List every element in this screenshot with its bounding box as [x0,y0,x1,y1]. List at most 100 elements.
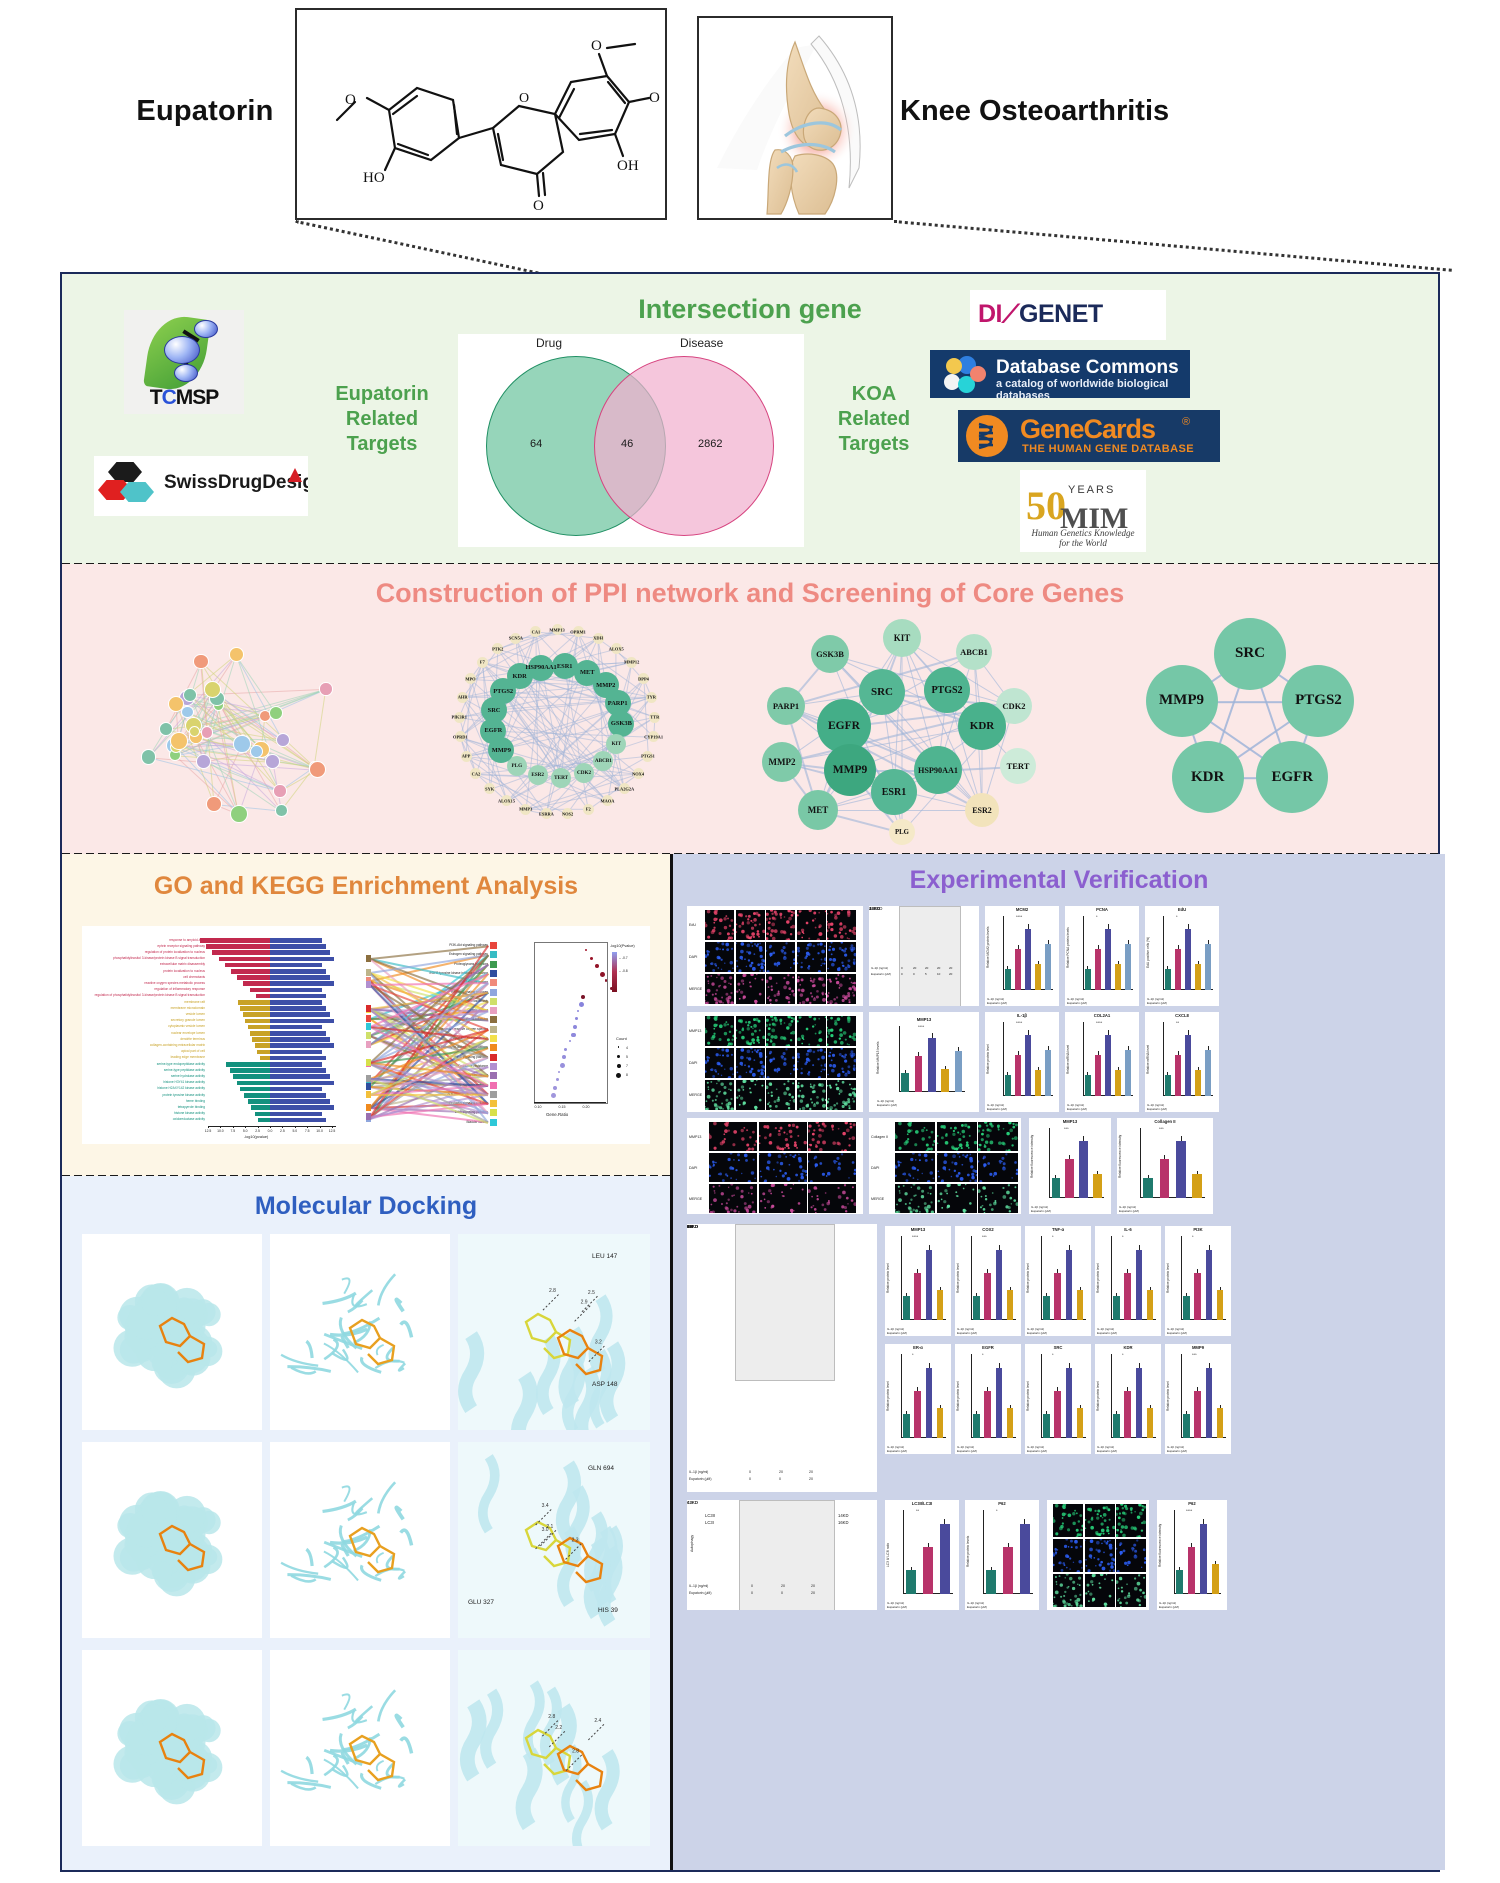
gene-node-kdr: KDR [958,702,1006,750]
eup-axis-label: Eupatorin (μM) [1067,1001,1087,1005]
eup-axis-label: Eupatorin (μM) [1097,1449,1117,1453]
venn-circle-disease [594,356,774,536]
y-axis [1002,916,1004,990]
go-axis [208,1126,336,1127]
go-bar-left [258,1117,270,1123]
il1b-value: 0 [901,966,903,970]
eup-axis-label: Eupatorin (μM) [1031,1209,1051,1213]
go-term-label: histone kinase activity [173,1111,205,1116]
eup-label: Eupatorin (μM) [871,972,891,976]
network-node [203,681,221,699]
fluorescence-image [1051,1503,1085,1539]
go-term-label: heme binding [185,1098,205,1103]
bar-plot-area [1162,916,1214,990]
docking-render: 2.9 3.2 2.8 2.5 LEU 147 ASP 148 [458,1234,650,1430]
fluorescence-image [796,942,828,974]
gene-label: APP [461,753,471,759]
bar [1115,964,1121,990]
gene-label: DPP4 [638,676,649,682]
bubble-point [577,1009,580,1012]
gene-node-tert: TERT [1000,748,1036,784]
bar-chart-card: MMP13 Relative fluorescence intensity *** I… [1029,1118,1111,1214]
go-bar-right [270,944,326,949]
significance-marker: **** [1186,1508,1193,1513]
go-bar-left [245,1018,270,1024]
bar-chart-ylabel: Relative protein level [1096,1381,1100,1411]
bar [1035,964,1041,990]
sankey-link [369,1093,489,1096]
gene-node: GSK3B [608,710,635,737]
go-bar-left [212,950,270,955]
gene-node-sankey [366,1113,371,1121]
kegg-pathway-label: Estrogen signaling pathway [449,952,488,957]
svg-text:3.2: 3.2 [595,1340,602,1346]
gene-label: TTR [650,714,660,720]
fluorescence-image [735,972,765,1005]
axis-tick-label: 7.5 [230,1128,236,1133]
svg-text:2.5: 2.5 [588,1290,595,1296]
significance-marker: *** [1159,1126,1164,1131]
bar-plot-area [1140,1128,1206,1198]
svg-text:HO: HO [363,170,385,186]
error-bar [1087,966,1089,969]
network-node [201,726,214,739]
fluorescence-image [795,1014,827,1048]
docking-cell-9: 2.8 2.8 2.4 2.2 [458,1650,650,1846]
error-bar [1017,945,1019,949]
eup-axis-label: Eupatorin (μM) [877,1103,897,1107]
venn-count-disease-only: 2862 [698,438,723,450]
gene-label: SYK [485,786,495,792]
bubble-point [595,964,599,969]
bar-chart-card: MMP9 Relative protein level *** IL-1β (ng/m… [1165,1344,1231,1454]
svg-text:3.0: 3.0 [542,1527,549,1533]
fluorescence-image [936,1182,977,1214]
bar-chart-card: P62 Relative protein levels * IL-1β (ng/ml)… [965,1500,1039,1610]
bar [914,1055,923,1092]
gene-node-met: MET [798,790,838,830]
bar [903,1296,910,1320]
go-bar-right [270,956,334,962]
error-bar [1083,1135,1084,1141]
bar [1143,1178,1153,1198]
go-bar-right [270,1068,326,1073]
il1b-axis-label: IL-1β (ng/ml) [1159,1601,1177,1605]
if-row-label: MERGE [871,1196,885,1201]
go-term-label: serine-type peptidase activity [163,1067,205,1072]
eup-axis-label: Eupatorin (μM) [887,1605,907,1609]
eup-value: 20 [949,972,953,976]
fluorescence-image [764,1080,797,1111]
genecards-wordmark: GeneCards [1020,414,1156,444]
kegg-node [490,1016,497,1024]
kegg-pathway-label: Proteoglycans in cancer [453,961,488,966]
go-bar-left [240,1006,270,1011]
il1b-value: 20 [937,966,941,970]
error-bar [990,1567,992,1570]
disgenet-wordmark: DI⟋GENET [978,300,1103,328]
blot-protein-label: 36KD [869,906,880,911]
bar [1065,1368,1073,1438]
docking-render: 2.13.0 3.4 2.3 GLN 694 GLU 327 HIS 39 [458,1442,650,1638]
blot-band-row [899,906,961,1006]
eup-value: 0 [913,972,915,976]
ball-cyan [958,376,975,393]
significance-marker: * [996,1508,998,1513]
error-bar [998,1245,1000,1251]
bar-chart-ylabel: Relative fluorescence intensity [1030,1134,1034,1178]
bar-chart-title: MCM2 [1015,907,1029,912]
network-node [158,721,174,736]
bar [1054,1273,1061,1320]
gene-node [520,803,532,815]
gene-node-sankey [366,981,371,989]
kegg-node [490,979,497,987]
bar-chart-ylabel: Relative mRNA level [1146,1044,1150,1074]
il1b-axis-label: IL-1β (ng/ml) [887,1601,905,1605]
atom-large [164,336,200,364]
go-term-label: cytoplasmic vesicle lumen [168,1024,205,1029]
blot-band-row [739,1500,835,1610]
bar [1113,1414,1120,1438]
error-bar [917,1269,918,1274]
bar-chart-card: COL2A1 Relative mRNA level **** IL-1β (ng/m… [1065,1012,1139,1112]
gene-node-sankey [366,1083,371,1091]
bubble-point [571,1032,576,1038]
svg-text:O: O [533,198,544,214]
